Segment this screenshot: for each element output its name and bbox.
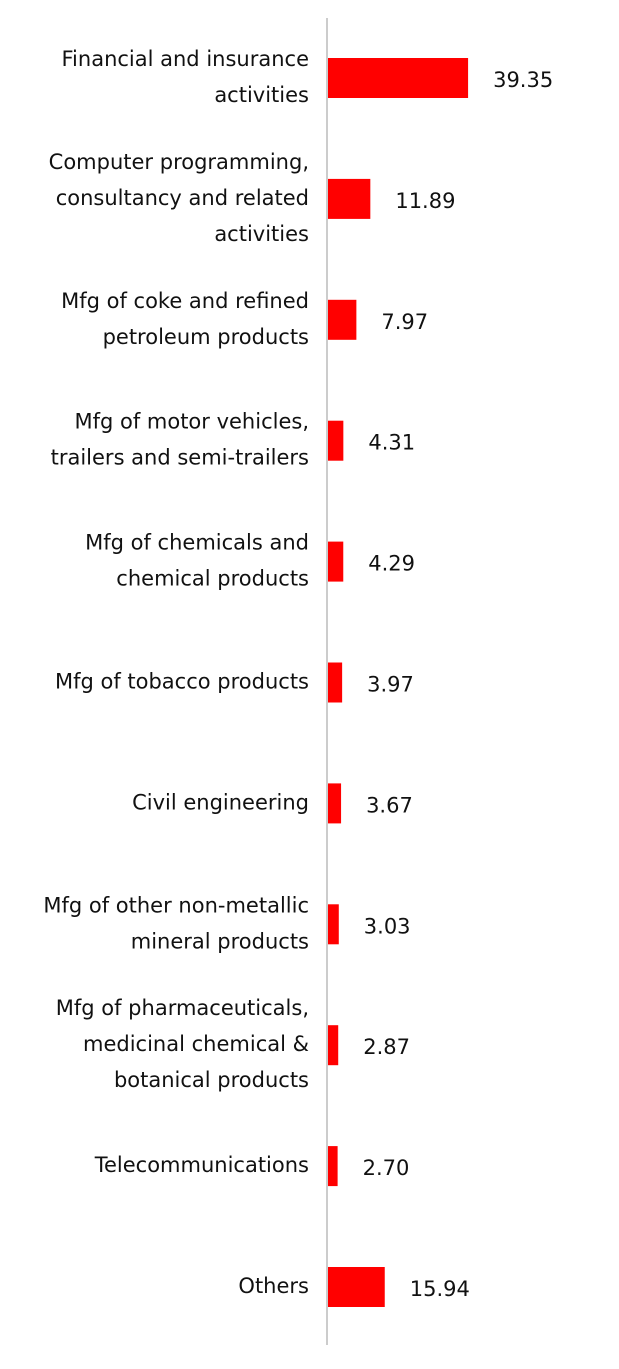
value-label: 11.89 [395, 189, 455, 213]
category-label: Others [238, 1274, 309, 1298]
value-label: 3.97 [367, 673, 414, 697]
category-label: Mfg of chemicals and chemical products [85, 531, 309, 591]
category-label: Mfg of pharmaceuticals, medicinal chemica… [56, 996, 309, 1092]
bar [328, 58, 469, 98]
category-label: Mfg of other non-metallic mineral product… [43, 893, 309, 953]
value-label: 2.87 [363, 1035, 410, 1059]
bar [328, 1146, 338, 1187]
category-label: Mfg of tobacco products [55, 670, 309, 694]
bar [328, 178, 371, 219]
value-label: 39.35 [493, 68, 553, 92]
category-label: Civil engineering [132, 790, 309, 814]
value-label: 2.70 [363, 1156, 410, 1180]
category-label: Financial and insurance activities [62, 47, 310, 107]
bar [328, 1267, 385, 1307]
bar [328, 299, 357, 340]
value-label: 3.67 [366, 793, 413, 817]
category-label: Telecommunications [94, 1153, 309, 1177]
bar [328, 420, 344, 461]
bar [328, 904, 339, 945]
bar [328, 541, 344, 582]
bar [328, 662, 343, 703]
value-label: 15.94 [410, 1277, 470, 1301]
category-label: Computer programming, consultancy and rel… [49, 150, 309, 246]
category-label: Mfg of coke and refined petroleum product… [61, 289, 309, 349]
value-label: 7.97 [381, 310, 428, 334]
value-label: 4.29 [368, 552, 415, 576]
bar [328, 783, 342, 824]
bar [328, 1025, 339, 1066]
value-label: 3.03 [364, 914, 411, 938]
category-label: Mfg of motor vehicles, trailers and semi-… [51, 410, 309, 470]
value-label: 4.31 [368, 431, 415, 455]
